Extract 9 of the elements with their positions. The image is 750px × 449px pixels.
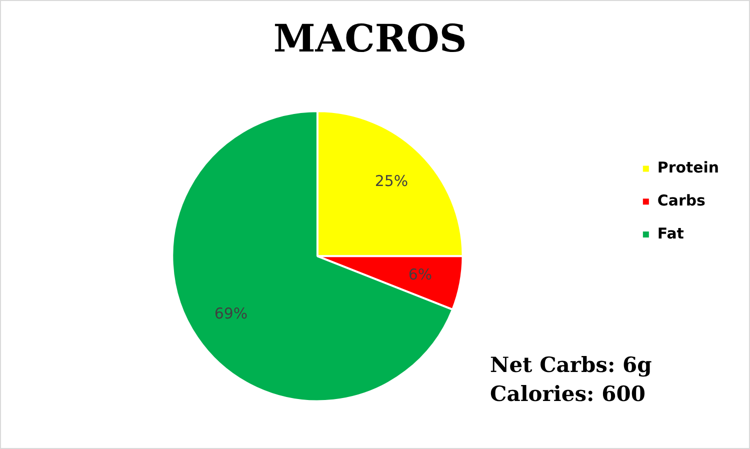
data-label: 6% <box>408 266 432 284</box>
legend-label: Protein <box>657 158 720 177</box>
data-label: 69% <box>214 304 248 323</box>
data-label: 25% <box>374 172 408 190</box>
legend-label: Carbs <box>657 191 706 210</box>
chart-title: MACROS <box>273 15 467 60</box>
text: Net Carbs: 6g <box>490 351 652 379</box>
text: Calories: 600 <box>490 380 646 408</box>
legend-label: Fat <box>657 224 684 242</box>
